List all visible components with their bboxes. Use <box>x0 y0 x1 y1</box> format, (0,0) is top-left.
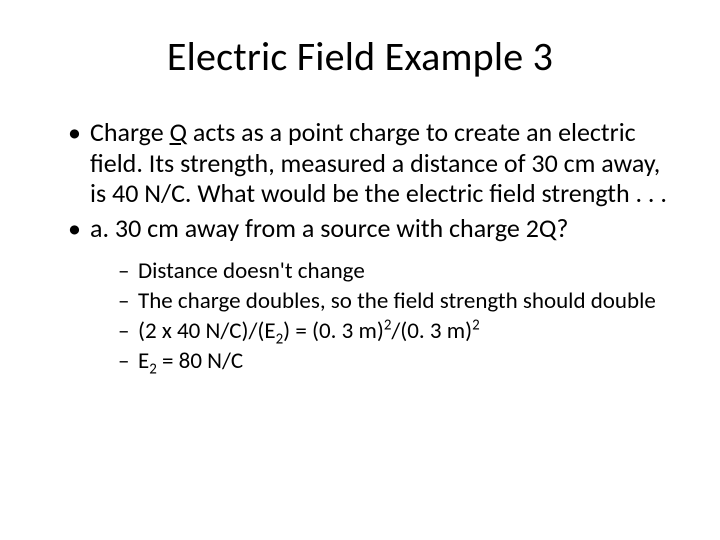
sub-bullet-2-text: The charge doubles, so the field strengt… <box>138 287 656 315</box>
sb4-sub: 2 <box>149 361 157 379</box>
sub-bullet-3: (2 x 40 N/C)/(E2) = (0. 3 m)2/(0. 3 m)2 <box>118 318 680 345</box>
sb3-sub1: 2 <box>276 331 284 349</box>
sb4-a: E <box>138 347 149 375</box>
sb4-b: = 80 N/C <box>157 347 243 375</box>
bullet-1: Charge Q acts as a point charge to creat… <box>68 117 680 209</box>
sb3-sup2: 2 <box>472 316 480 334</box>
sb3-c: /(0. 3 m) <box>391 317 472 345</box>
sb3-b: ) = (0. 3 m) <box>283 317 384 345</box>
sub-bullet-4: E2 = 80 N/C <box>118 348 680 375</box>
bullet-1-Q: Q <box>170 116 188 148</box>
bullet-2-text: a. 30 cm away from a source with charge … <box>90 212 568 244</box>
sub-bullet-list: Distance doesn't change The charge doubl… <box>118 258 680 376</box>
sub-bullet-2: The charge doubles, so the field strengt… <box>118 288 680 315</box>
sb3-a: (2 x 40 N/C)/(E <box>138 317 276 345</box>
bullet-2: a. 30 cm away from a source with charge … <box>68 213 680 375</box>
slide-title: Electric Field Example 3 <box>40 32 680 81</box>
slide: Electric Field Example 3 Charge Q acts a… <box>0 0 720 540</box>
sub-bullet-1-text: Distance doesn't change <box>138 257 365 285</box>
sub-bullet-1: Distance doesn't change <box>118 258 680 285</box>
bullet-1-pre: Charge <box>90 116 170 148</box>
bullet-list: Charge Q acts as a point charge to creat… <box>68 117 680 375</box>
